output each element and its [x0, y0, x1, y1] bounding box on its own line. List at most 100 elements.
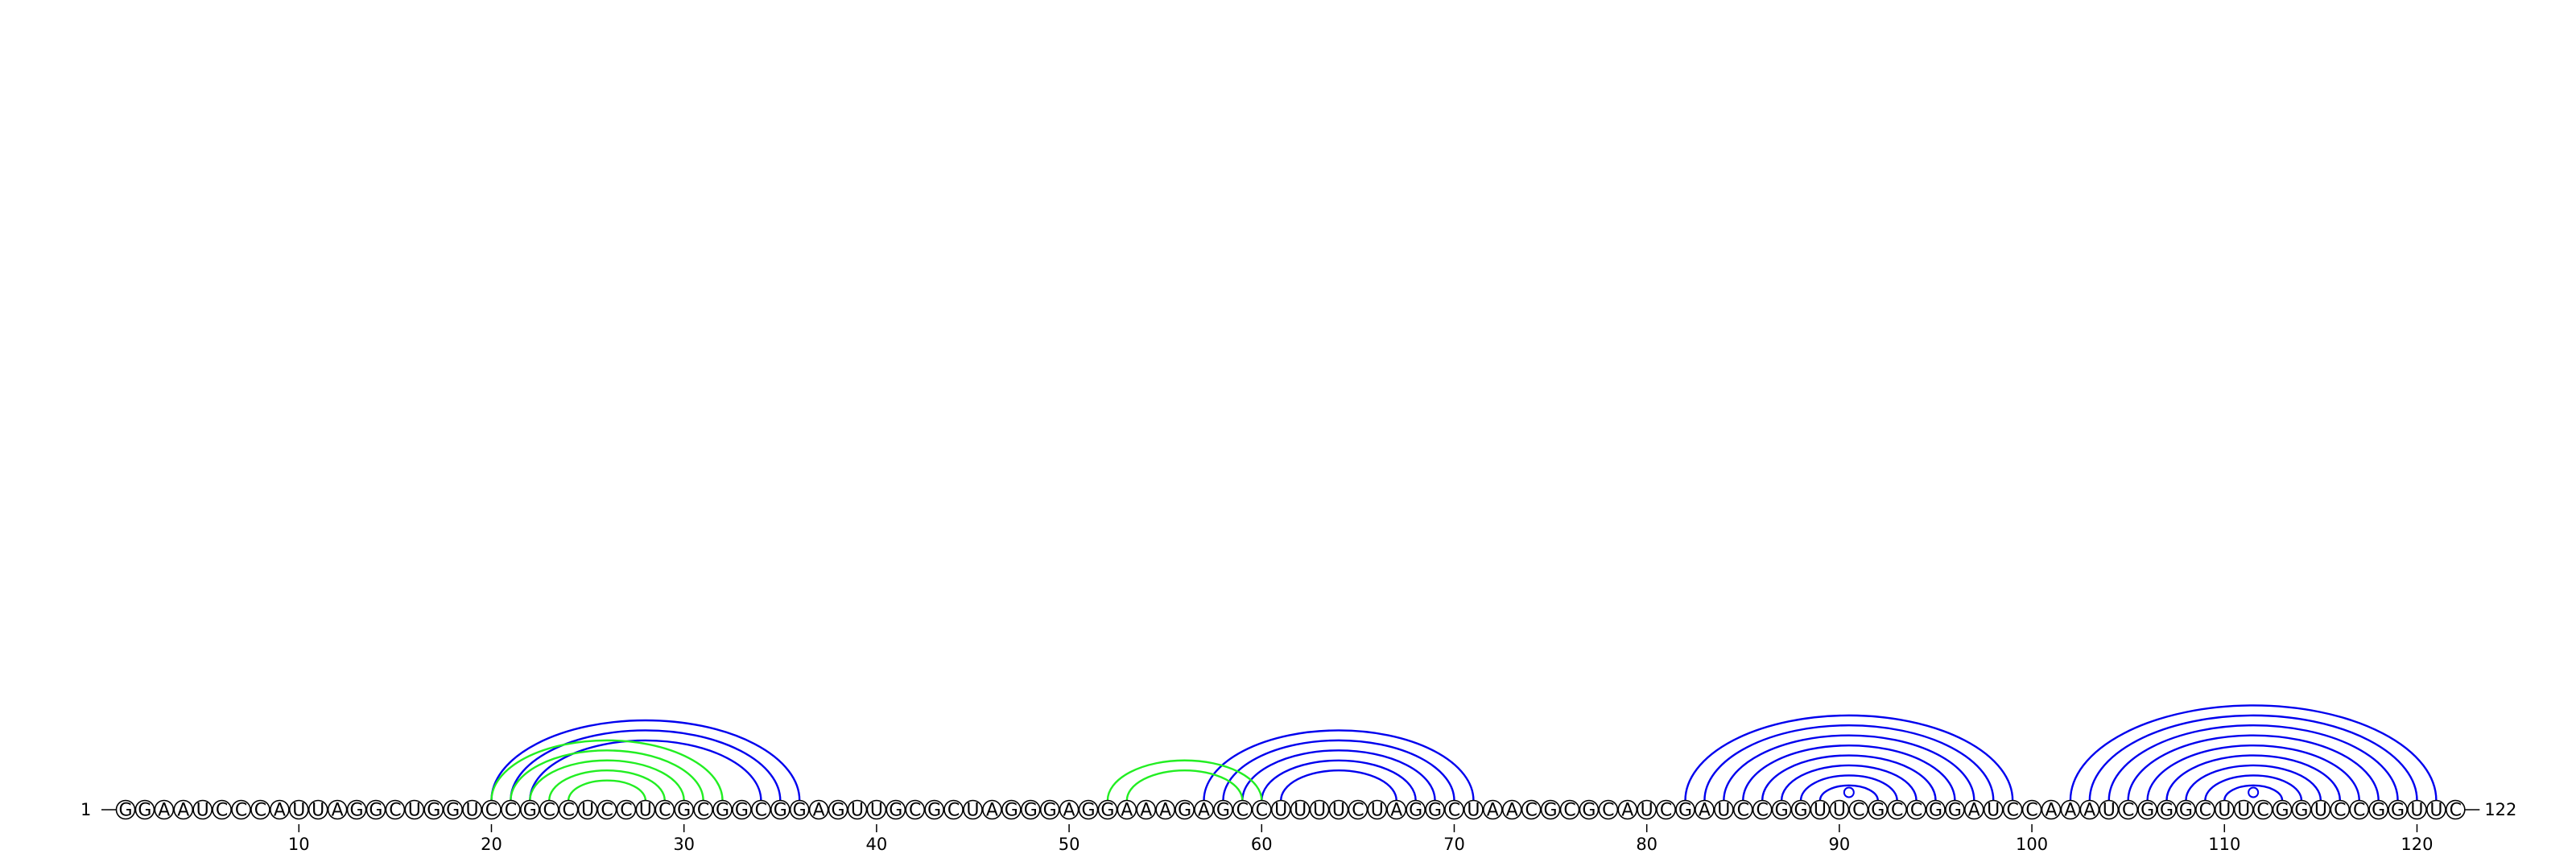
nucleotide: C: [1598, 799, 1619, 821]
nucleotide-circle: [1848, 799, 1869, 820]
nucleotide-circle: [982, 799, 1002, 820]
nucleotide: C: [1348, 799, 1368, 821]
nucleotide-letter: C: [254, 801, 266, 821]
nucleotide-letter: C: [658, 801, 671, 821]
nucleotide: U: [866, 799, 887, 821]
nucleotide-letter: G: [889, 801, 902, 821]
nucleotide: C: [481, 799, 502, 821]
nucleotide-letter: U: [292, 801, 305, 821]
nucleotide-circle: [2446, 799, 2466, 820]
nucleotide-circle: [924, 799, 944, 820]
nucleotide: C: [539, 799, 559, 821]
nucleotide-letter: U: [1814, 801, 1827, 821]
nucleotide: G: [674, 799, 694, 821]
nucleotide: U: [577, 799, 598, 821]
nucleotide: C: [693, 799, 713, 821]
nucleotide-circle: [1406, 799, 1426, 820]
nucleotide-circle: [1983, 799, 2004, 820]
nucleotide-circle: [501, 799, 521, 820]
nucleotide-letter: C: [1602, 801, 1614, 821]
nucleotide-circle: [481, 799, 502, 820]
nucleotide: U: [192, 799, 213, 821]
nucleotide-letter: G: [1871, 801, 1885, 821]
base-pair-arc: [529, 739, 762, 801]
nucleotide-letter: A: [1159, 801, 1171, 821]
base-pair-arc: [1703, 724, 1995, 801]
nucleotide-circle: [423, 799, 444, 820]
nucleotide-circle: [1039, 799, 1060, 820]
nucleotide-circle: [1097, 799, 1118, 820]
nucleotide: U: [2099, 799, 2120, 821]
nucleotide-circle: [847, 799, 868, 820]
nucleotide-letter: G: [1794, 801, 1808, 821]
nucleotide: G: [2157, 799, 2177, 821]
nucleotide-letter: G: [1582, 801, 1596, 821]
base-pair-arc: [2165, 754, 2341, 801]
nucleotide-circle: [963, 799, 983, 820]
nucleotide-letter: G: [1178, 801, 1191, 821]
nucleotide: G: [520, 799, 540, 821]
loop-marker: [1843, 786, 1855, 798]
nucleotide-circle: [2060, 799, 2081, 820]
nucleotide: U: [1829, 799, 1850, 821]
nucleotide: A: [327, 799, 348, 821]
nucleotide: G: [423, 799, 444, 821]
nucleotide: C: [1656, 799, 1676, 821]
nucleotide-circle: [1695, 799, 1715, 820]
nucleotide-circle: [905, 799, 926, 820]
base-pair-arc: [2069, 704, 2438, 801]
nucleotide-circle: [2349, 799, 2370, 820]
nucleotide-letter: A: [1390, 801, 1402, 821]
nucleotide: G: [346, 799, 367, 821]
nucleotide: G: [1579, 799, 1600, 821]
nucleotide-letter: G: [2391, 801, 2405, 821]
nucleotide-letter: A: [2083, 801, 2095, 821]
nucleotide-circle: [712, 799, 733, 820]
nucleotide: G: [1425, 799, 1445, 821]
tick-label: 30: [673, 835, 695, 854]
nucleotide: C: [231, 799, 251, 821]
nucleotide: G: [443, 799, 463, 821]
nucleotide: G: [365, 799, 386, 821]
nucleotide: A: [808, 799, 829, 821]
alternate-pair-arc: [490, 739, 724, 801]
nucleotide-letter: G: [832, 801, 845, 821]
nucleotide: U: [1637, 799, 1657, 821]
nucleotide-circle: [2310, 799, 2331, 820]
nucleotide-letter: U: [196, 801, 209, 821]
nucleotide-circle: [1425, 799, 1445, 820]
nucleotide-letter: U: [312, 801, 324, 821]
nucleotide: C: [2252, 799, 2273, 821]
nucleotide-letter: A: [1063, 801, 1075, 821]
nucleotide-letter: U: [1987, 801, 2000, 821]
nucleotide-circle: [1887, 799, 1907, 820]
tick-label: 120: [2401, 835, 2433, 854]
nucleotide: C: [2002, 799, 2023, 821]
nucleotide-letter: U: [1332, 801, 1345, 821]
nucleotide-circle: [192, 799, 213, 820]
nucleotide: C: [2118, 799, 2138, 821]
base-pair-arc: [1723, 734, 1975, 801]
nucleotide: A: [1386, 799, 1407, 821]
nucleotide-letter: G: [427, 801, 440, 821]
nucleotide-circle: [1059, 799, 1080, 820]
nucleotide-letter: C: [485, 801, 497, 821]
nucleotide-circle: [231, 799, 251, 820]
nucleotide: G: [1540, 799, 1561, 821]
nucleotide-circle: [2041, 799, 2062, 820]
nucleotide-circle: [1309, 799, 1330, 820]
nucleotide-circle: [732, 799, 752, 820]
nucleotide-letter: G: [927, 801, 941, 821]
base-pair-arc: [490, 719, 801, 801]
nucleotide-letter: C: [2025, 801, 2037, 821]
nucleotide-circle: [1483, 799, 1503, 820]
nucleotide: G: [1001, 799, 1022, 821]
nucleotide: G: [115, 799, 136, 821]
nucleotide: U: [308, 799, 328, 821]
nucleotide-letter: C: [1256, 801, 1268, 821]
nucleotide-circle: [2233, 799, 2254, 820]
nucleotide-circle: [2195, 799, 2215, 820]
nucleotide: G: [828, 799, 848, 821]
nucleotide-circle: [1732, 799, 1753, 820]
nucleotide: C: [558, 799, 579, 821]
